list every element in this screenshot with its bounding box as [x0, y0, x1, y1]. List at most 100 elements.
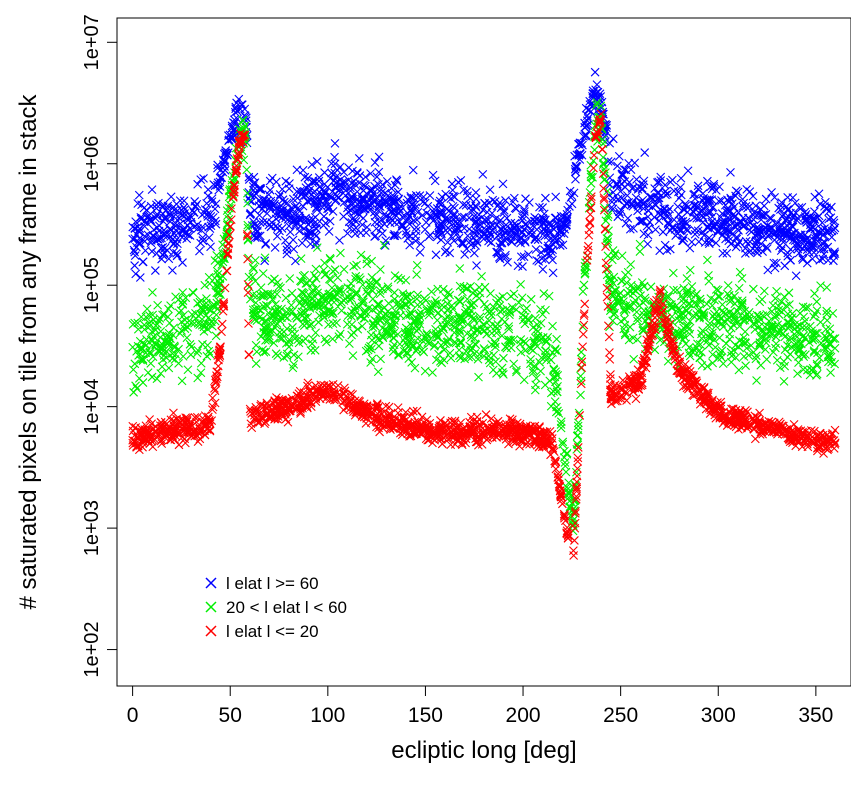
- data-point: [283, 417, 293, 427]
- data-point: [551, 367, 561, 377]
- data-point: [779, 426, 789, 436]
- data-point: [540, 255, 550, 264]
- data-point: [333, 273, 343, 283]
- data-point: [479, 326, 489, 336]
- data-point: [270, 209, 280, 219]
- data-point: [136, 312, 146, 322]
- data-point: [146, 201, 156, 211]
- data-point: [458, 313, 467, 322]
- data-point: [817, 218, 827, 228]
- data-point: [128, 234, 138, 244]
- data-point: [138, 257, 148, 267]
- data-point: [323, 201, 333, 210]
- data-point: [268, 312, 278, 322]
- data-point: [605, 355, 615, 364]
- data-point: [297, 307, 307, 317]
- data-point: [277, 333, 287, 343]
- data-point: [280, 235, 290, 245]
- data-point: [768, 301, 778, 310]
- data-point: [537, 353, 546, 363]
- data-point: [675, 359, 684, 369]
- data-point: [411, 231, 420, 241]
- data-point: [291, 404, 301, 413]
- data-point: [763, 265, 773, 275]
- data-point: [501, 196, 510, 205]
- data-point: [140, 325, 149, 334]
- data-point: [157, 254, 166, 264]
- data-point: [809, 426, 819, 436]
- data-point: [664, 220, 674, 230]
- data-point: [551, 464, 561, 474]
- data-point: [366, 341, 375, 351]
- data-point: [540, 380, 550, 390]
- data-point: [743, 203, 752, 213]
- data-point: [457, 317, 467, 326]
- data-point: [695, 353, 705, 363]
- data-point: [412, 326, 422, 336]
- data-point: [516, 280, 526, 289]
- data-point: [138, 356, 148, 366]
- data-point: [288, 306, 297, 316]
- data-point: [636, 291, 645, 300]
- data-point: [602, 292, 612, 302]
- data-point: [220, 283, 230, 293]
- data-point: [682, 274, 692, 283]
- data-point: [312, 219, 322, 229]
- data-point: [246, 208, 256, 218]
- data-point: [678, 314, 688, 324]
- data-point: [477, 271, 486, 281]
- data-point: [697, 329, 706, 339]
- data-point: [390, 180, 400, 190]
- data-point: [405, 240, 415, 250]
- data-point: [147, 327, 157, 337]
- data-point: [370, 158, 380, 167]
- data-point: [298, 288, 308, 298]
- data-point: [432, 315, 442, 325]
- data-point: [204, 272, 214, 282]
- data-point: [504, 337, 514, 347]
- data-point: [303, 381, 312, 391]
- data-point: [619, 165, 629, 174]
- data-point: [577, 354, 586, 364]
- data-point: [637, 185, 647, 195]
- data-point: [303, 378, 313, 388]
- data-point: [751, 354, 761, 364]
- data-point: [781, 228, 791, 238]
- data-point: [776, 297, 786, 307]
- data-point: [614, 151, 624, 161]
- data-point: [245, 294, 255, 304]
- data-point: [737, 217, 747, 227]
- data-point: [339, 264, 349, 274]
- data-point: [274, 211, 284, 221]
- data-point: [183, 212, 193, 222]
- data-point: [340, 182, 349, 192]
- data-point: [271, 177, 281, 187]
- data-point: [794, 358, 803, 368]
- data-point: [773, 423, 783, 433]
- data-point: [792, 242, 802, 252]
- data-point: [162, 353, 171, 363]
- data-point: [580, 269, 590, 279]
- data-point: [250, 315, 260, 325]
- data-point: [755, 420, 764, 430]
- data-point: [753, 224, 763, 234]
- data-point: [620, 330, 630, 340]
- data-point: [536, 366, 546, 376]
- data-point: [668, 337, 678, 347]
- data-point: [432, 330, 441, 340]
- data-point: [551, 369, 561, 379]
- data-point: [513, 261, 523, 271]
- data-point: [630, 158, 640, 168]
- data-point: [830, 440, 840, 449]
- data-point: [572, 484, 581, 494]
- data-point: [301, 279, 311, 288]
- data-point: [792, 332, 802, 342]
- data-point: [822, 203, 832, 213]
- data-point: [443, 223, 453, 233]
- data-point: [755, 341, 765, 351]
- data-point: [343, 283, 353, 292]
- data-point: [493, 247, 502, 257]
- data-point: [436, 208, 446, 218]
- data-point: [170, 355, 180, 364]
- data-point: [609, 310, 619, 320]
